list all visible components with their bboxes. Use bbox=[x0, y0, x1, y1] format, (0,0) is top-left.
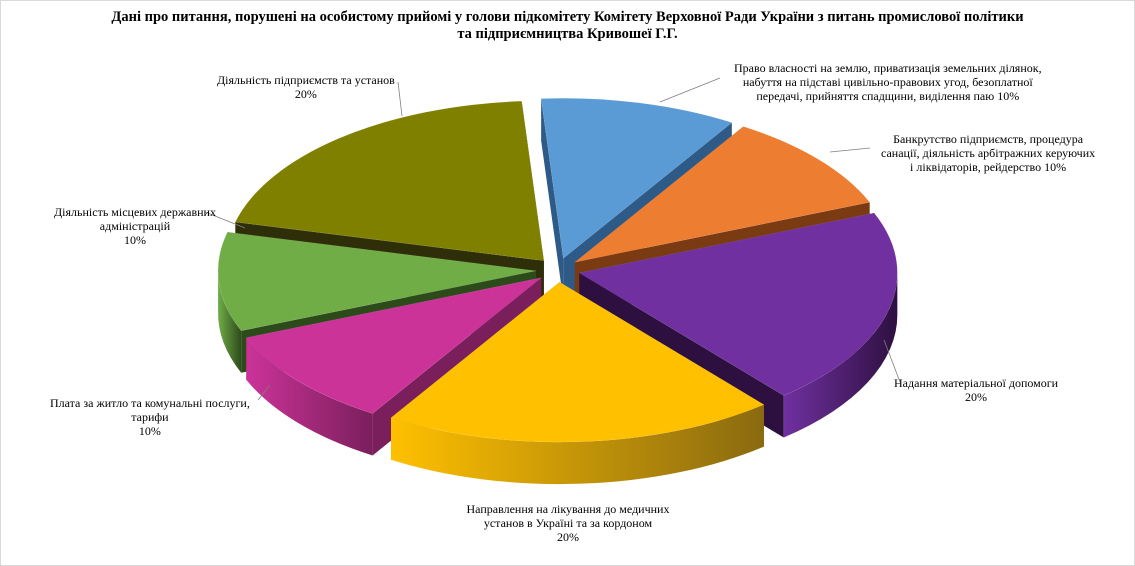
slice-label-4-line-0: Плата за житло та комунальні послуги, bbox=[50, 396, 250, 410]
slice-label-5-line-1: адміністрацій bbox=[99, 219, 171, 233]
leader-line-4 bbox=[257, 384, 271, 401]
slice-outer-wall-5 bbox=[218, 268, 242, 373]
slice-label-0-line-1: набуття на підставі цивільно-правових уг… bbox=[742, 75, 1033, 89]
chart-title-line-2: та підприємництва Кривошеї Г.Г. bbox=[457, 26, 678, 42]
slice-label-2: Надання матеріальної допомоги 20% bbox=[894, 376, 1058, 404]
slice-label-4-line-1: тарифи bbox=[131, 410, 169, 424]
chart-title-line-1: Дані про питання, порушені на особистому… bbox=[111, 9, 1024, 25]
slice-label-1-line-0: Банкрутство підприємств, процедура bbox=[893, 132, 1084, 146]
chart-title: Дані про питання, порушені на особистому… bbox=[0, 9, 1135, 43]
slice-label-5-line-2: 10% bbox=[123, 233, 146, 247]
slice-label-3-line-0: Направлення на лікування до медичних bbox=[466, 502, 670, 516]
leader-line-2 bbox=[883, 339, 901, 383]
slice-label-6-line-0: Діяльність підприємств та установ bbox=[217, 73, 395, 87]
slice-label-2-line-0: Надання матеріальної допомоги bbox=[894, 376, 1059, 390]
slice-label-4: Плата за житло та комунальні послуги, тар… bbox=[50, 396, 250, 438]
pie-slice-4[interactable] bbox=[245, 277, 542, 414]
slice-label-6: Діяльність підприємств та установ 20% bbox=[217, 73, 395, 101]
leader-line-1 bbox=[829, 147, 871, 153]
slice-label-0: Право власності на землю, приватизація з… bbox=[734, 61, 1042, 103]
leader-line-6 bbox=[397, 81, 403, 117]
slice-label-1: Банкрутство підприємств, процедура санаці… bbox=[881, 132, 1095, 174]
slice-label-5: Діяльність місцевих державних адміністрац… bbox=[54, 205, 216, 247]
pie-slice-6[interactable] bbox=[234, 100, 545, 262]
leader-line-5 bbox=[204, 211, 246, 229]
slice-outer-wall-3 bbox=[391, 404, 764, 485]
pie-slice-1[interactable] bbox=[574, 126, 871, 263]
slice-label-3: Направлення на лікування до медичних уста… bbox=[467, 502, 670, 544]
pie-slice-5[interactable] bbox=[217, 231, 537, 332]
slice-label-3-line-1: установ в Україні та за кордоном bbox=[483, 516, 653, 530]
slice-outer-wall-4 bbox=[246, 337, 373, 456]
slice-label-1-line-2: і ліквідаторів, рейдерство 10% bbox=[910, 160, 1067, 174]
slice-label-6-line-1: 20% bbox=[294, 87, 317, 101]
slice-label-0-line-0: Право власності на землю, приватизація з… bbox=[734, 61, 1042, 75]
slice-wall-0-0 bbox=[541, 98, 564, 301]
pie-slice-0[interactable] bbox=[540, 98, 733, 259]
slice-label-5-line-0: Діяльність місцевих державних bbox=[54, 205, 216, 219]
slice-label-3-line-2: 20% bbox=[556, 530, 579, 544]
slice-label-4-line-2: 10% bbox=[138, 424, 161, 438]
pie-slice-2[interactable] bbox=[578, 212, 898, 396]
pie-slice-3[interactable] bbox=[390, 281, 765, 443]
leader-line-0 bbox=[659, 77, 721, 103]
slice-outer-wall-2 bbox=[783, 271, 898, 438]
slice-label-2-line-1: 20% bbox=[965, 390, 988, 404]
slice-label-1-line-1: санації, діяльність арбітражних керуючих bbox=[881, 146, 1096, 160]
slice-label-0-line-2: передачі, прийняття спадщини, виділення … bbox=[756, 89, 1020, 103]
